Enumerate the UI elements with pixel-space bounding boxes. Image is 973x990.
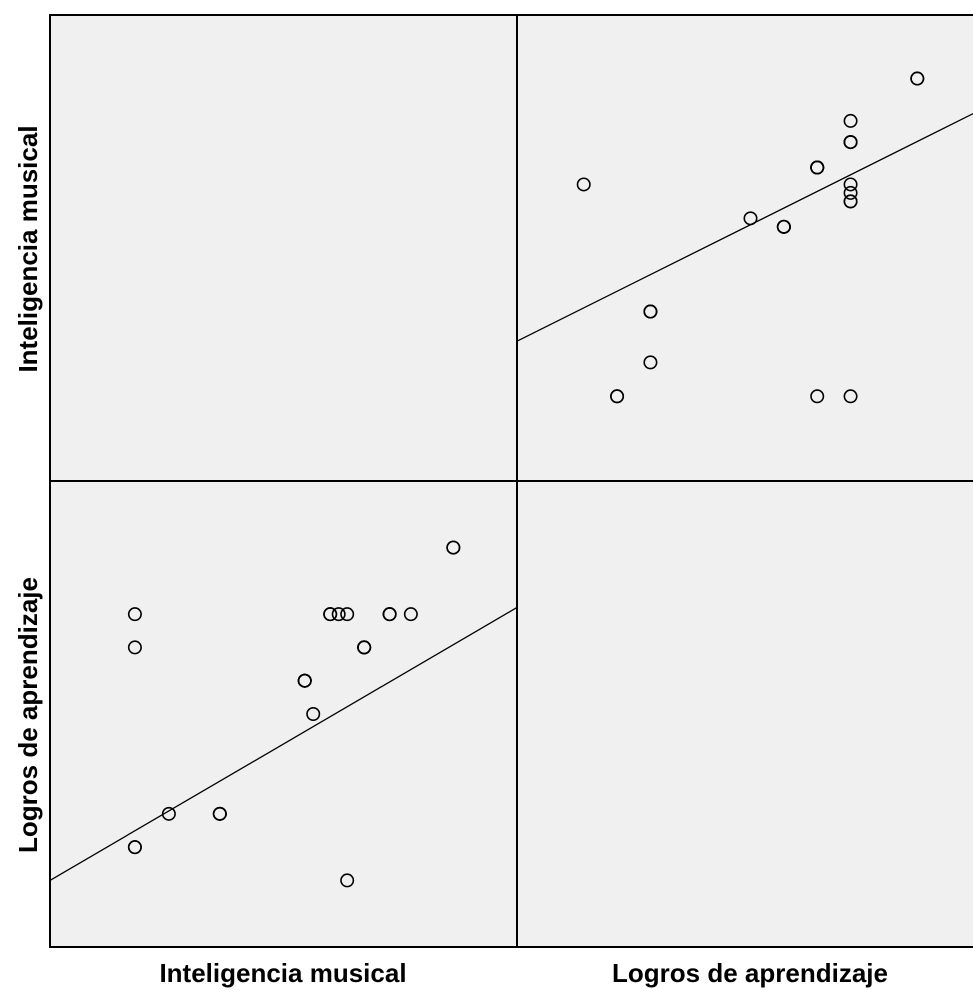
panel-inteligencia-musical-vs-inteligencia-musical [50,15,517,481]
panel-logros-de-aprendizaje-vs-inteligencia-musical [49,481,518,947]
data-point [297,673,312,688]
panels [49,15,973,947]
panel-background [50,15,517,481]
data-point [743,211,758,226]
fit-line [49,606,518,881]
data-point [127,840,142,855]
data-point [843,113,858,128]
data-point [340,607,355,622]
data-point [306,706,321,721]
panel-logros-de-aprendizaje-vs-logros-de-aprendizaje [517,481,973,947]
data-point [643,355,658,370]
data-point [843,194,858,209]
panel-background [517,15,973,481]
data-point [643,304,658,319]
data-point [810,389,825,404]
column-label-logros-de-aprendizaje: Logros de aprendizaje [612,958,888,988]
data-point [357,640,372,655]
data-point [843,177,858,192]
panel-background [50,481,517,947]
data-point [576,177,591,192]
matrix-frame [49,14,973,948]
data-point [843,135,858,150]
data-point [127,607,142,622]
data-point [212,806,227,821]
panel-background [517,481,973,947]
data-point [776,219,791,234]
data-point [127,640,142,655]
column-label-inteligencia-musical: Inteligencia musical [159,958,406,988]
data-point [382,607,397,622]
data-point [843,185,858,200]
data-point [331,607,346,622]
data-point [910,71,925,86]
panel-inteligencia-musical-vs-logros-de-aprendizaje [516,15,973,481]
data-point [161,806,176,821]
data-point [323,607,338,622]
data-point [446,540,461,555]
row-label-inteligencia-musical: Inteligencia musical [13,125,43,372]
data-point [843,389,858,404]
data-point [340,873,355,888]
data-point [403,607,418,622]
data-point [610,389,625,404]
row-label-logros-de-aprendizaje: Logros de aprendizaje [13,577,43,853]
data-point [810,160,825,175]
